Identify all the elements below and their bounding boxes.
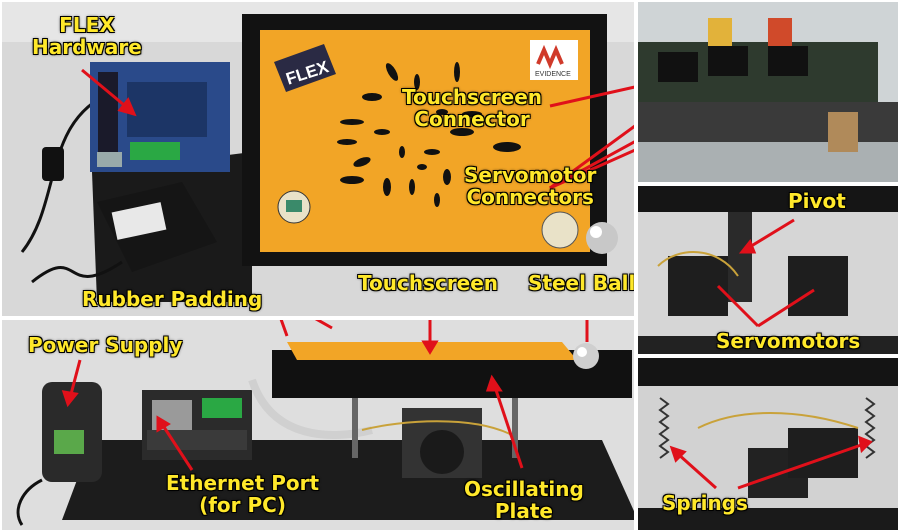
top-view-arrows xyxy=(81,68,634,190)
label-servomotor-connectors-line1: Servomotor xyxy=(464,163,597,187)
pivot-servo-arrows xyxy=(716,218,815,328)
servomotors-photo xyxy=(638,186,898,354)
label-touchscreen-connector-line2: Connector xyxy=(414,107,530,131)
label-touchscreen-connector: Touchscreen Connector xyxy=(402,86,542,130)
label-oscillating-plate-line2: Plate xyxy=(494,499,553,523)
top-view-photo: FLEX EVIDENCE xyxy=(2,2,634,316)
label-touchscreen: Touchscreen xyxy=(358,271,499,295)
label-flex-hardware-line1: FLEX xyxy=(59,13,115,37)
side-view-arrows xyxy=(61,320,589,471)
label-ethernet-port: Ethernet Port (for PC) xyxy=(166,472,319,516)
label-ethernet-port-line2: (for PC) xyxy=(199,493,286,517)
label-oscillating-plate-line1: Oscillating xyxy=(464,477,584,501)
label-springs: Springs xyxy=(662,491,748,515)
power-brick xyxy=(97,182,217,272)
label-servomotors: Servomotors xyxy=(716,329,861,353)
label-oscillating-plate: Oscillating Plate xyxy=(464,478,584,522)
label-pivot: Pivot xyxy=(788,189,846,213)
flex-board xyxy=(90,62,230,172)
label-power-supply: Power Supply xyxy=(28,333,183,357)
label-servomotor-connectors-line2: Connectors xyxy=(466,185,594,209)
label-flex-hardware-line2: Hardware xyxy=(32,35,142,59)
panel-side-view: Power Supply Ethernet Port (for PC) Osci… xyxy=(0,318,636,532)
panel-connectors xyxy=(636,0,900,184)
side-view-photo xyxy=(2,320,634,530)
panel-springs: Springs xyxy=(636,356,900,532)
ball-track-marks xyxy=(337,62,521,207)
springs-photo xyxy=(638,358,898,530)
evidence-logo-text: EVIDENCE xyxy=(535,71,571,78)
label-servomotor-connectors: Servomotor Connectors xyxy=(464,164,596,208)
connectors-photo xyxy=(638,2,898,182)
panel-servomotors: Pivot Servomotors xyxy=(636,184,900,356)
label-steel-ball: Steel Ball xyxy=(528,271,636,295)
panel-top-view: FLEX EVIDENCE xyxy=(0,0,636,318)
label-flex-hardware: FLEX Hardware xyxy=(32,14,142,58)
evidence-logo: EVIDENCE xyxy=(530,40,578,80)
label-ethernet-port-line1: Ethernet Port xyxy=(166,471,320,495)
label-touchscreen-connector-line1: Touchscreen xyxy=(402,85,543,109)
power-supply-unit xyxy=(16,382,102,526)
springs-arrows xyxy=(669,435,873,490)
label-rubber-padding: Rubber Padding xyxy=(82,287,263,311)
